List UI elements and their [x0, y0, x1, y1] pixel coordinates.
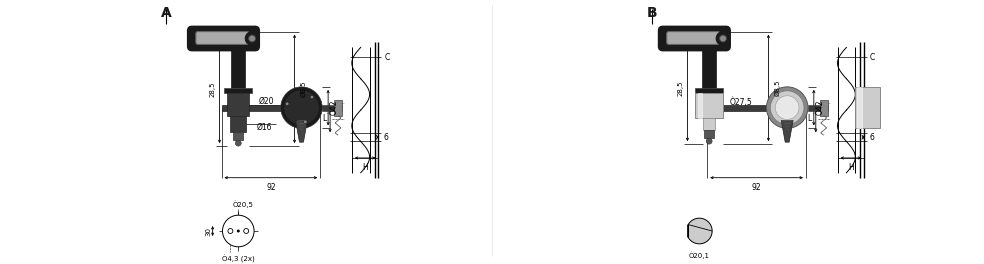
Circle shape: [707, 138, 712, 144]
Circle shape: [719, 35, 726, 42]
Text: 28,5: 28,5: [210, 81, 215, 97]
Circle shape: [770, 91, 804, 124]
Text: L: L: [808, 115, 812, 124]
Circle shape: [228, 229, 233, 233]
Text: C: C: [870, 53, 876, 62]
Text: 92: 92: [266, 183, 276, 192]
Circle shape: [303, 120, 307, 124]
Text: H: H: [362, 163, 368, 172]
Text: Ø8,5: Ø8,5: [300, 81, 307, 97]
FancyBboxPatch shape: [659, 27, 730, 50]
Bar: [696, 93, 723, 119]
FancyBboxPatch shape: [196, 32, 249, 44]
Text: 6: 6: [384, 133, 389, 142]
FancyBboxPatch shape: [667, 32, 720, 44]
Circle shape: [244, 229, 249, 233]
Bar: [231, 50, 245, 88]
Text: C: C: [385, 53, 390, 62]
Bar: [221, 105, 290, 111]
Bar: [699, 93, 703, 119]
Bar: [334, 100, 342, 116]
Text: B: B: [646, 6, 657, 20]
Bar: [707, 105, 776, 111]
Circle shape: [310, 95, 314, 99]
Text: Ò42: Ò42: [330, 100, 338, 115]
Bar: [227, 93, 249, 116]
Circle shape: [716, 32, 730, 45]
Bar: [808, 105, 828, 111]
Bar: [224, 88, 252, 93]
Text: Ø16: Ø16: [256, 123, 272, 132]
Circle shape: [237, 230, 239, 232]
Circle shape: [249, 35, 256, 42]
Circle shape: [775, 96, 799, 119]
Circle shape: [284, 91, 318, 124]
Bar: [322, 105, 342, 111]
FancyBboxPatch shape: [188, 27, 259, 50]
Circle shape: [280, 87, 322, 128]
Text: 92: 92: [752, 183, 762, 192]
Polygon shape: [295, 120, 307, 142]
Circle shape: [235, 140, 241, 146]
Polygon shape: [688, 218, 712, 244]
Text: Ò42: Ò42: [816, 100, 825, 115]
Text: A: A: [160, 6, 171, 20]
Text: Ò4,3 (2x): Ò4,3 (2x): [222, 255, 255, 263]
Text: Ò20,1: Ò20,1: [689, 252, 709, 259]
Text: Ò20,5: Ò20,5: [233, 201, 254, 208]
Text: 28,5: 28,5: [678, 80, 684, 96]
Bar: [705, 130, 714, 138]
Bar: [230, 116, 246, 132]
Bar: [855, 87, 880, 128]
Circle shape: [222, 215, 254, 247]
Bar: [857, 87, 862, 128]
Polygon shape: [781, 120, 793, 142]
Text: Ò27,5: Ò27,5: [729, 98, 752, 107]
Text: 6: 6: [869, 133, 874, 142]
Circle shape: [245, 32, 259, 45]
Circle shape: [767, 87, 808, 128]
Bar: [704, 119, 715, 130]
Bar: [703, 50, 716, 88]
Text: H: H: [848, 163, 854, 172]
Text: 30: 30: [206, 227, 212, 235]
Text: Ø20: Ø20: [259, 97, 275, 106]
Bar: [233, 132, 243, 140]
Text: L: L: [322, 115, 326, 124]
Bar: [696, 88, 723, 93]
Text: Ø8,5: Ø8,5: [774, 80, 780, 96]
Bar: [820, 100, 828, 116]
Circle shape: [285, 102, 289, 106]
